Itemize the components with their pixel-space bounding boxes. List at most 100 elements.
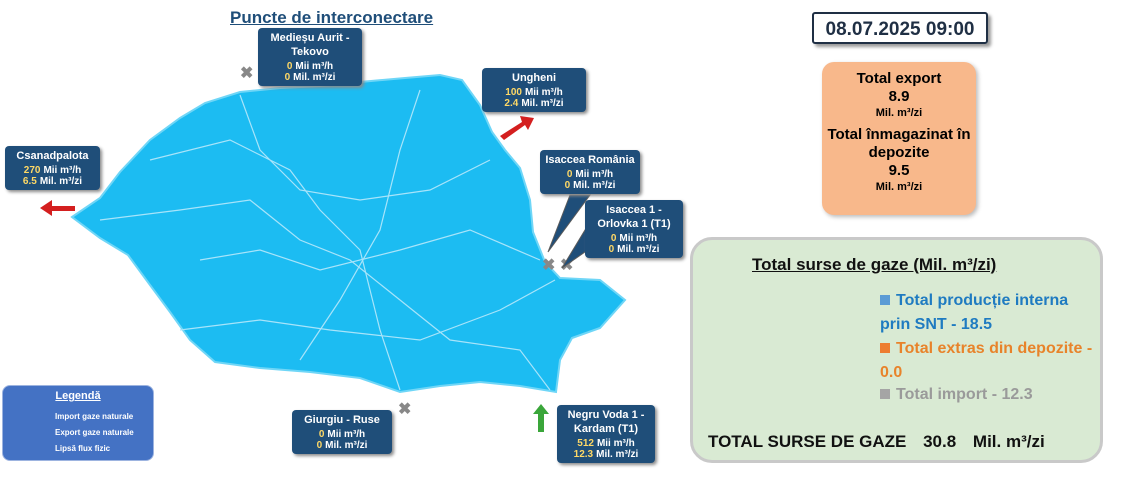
- point-flow: 0 Mii m³/h: [589, 233, 679, 244]
- legend-swatch: [880, 343, 890, 353]
- svg-text:✖: ✖: [398, 401, 411, 418]
- import-arrow: [533, 404, 549, 432]
- legend-title: Legendă: [55, 390, 101, 402]
- point-volume: 0 Mil. m³/zi: [262, 72, 358, 83]
- point-name: Csanadpalota: [16, 150, 89, 162]
- volume-value: 0: [316, 440, 323, 451]
- legend-item: Lipsă flux fizic: [55, 444, 111, 453]
- flow-unit: Mii m³/h: [327, 429, 366, 440]
- chart-title: Total surse de gaze (Mil. m³/zi): [752, 255, 997, 274]
- volume-unit: Mil. m³/zi: [521, 98, 564, 109]
- legend-item: Export gaze naturale: [55, 428, 134, 437]
- volume-unit: Mil. m³/zi: [293, 72, 336, 83]
- flow-unit: Mii m³/h: [295, 61, 334, 72]
- legend-separator: -: [951, 316, 957, 333]
- volume-unit: Mil. m³/zi: [39, 176, 83, 187]
- flow-unit: Mii m³/h: [43, 165, 82, 176]
- point-name: Medieșu Aurit - Tekovo: [270, 32, 350, 58]
- point-box: Negru Voda 1 - Kardam (T1) 512 Mii m³/h 12.…: [557, 405, 655, 463]
- point-name: Isaccea România: [545, 154, 635, 166]
- no-flow-icons: ✖ ✖ ✖ ✖: [240, 65, 573, 418]
- legend-label: Total import: [896, 386, 988, 403]
- point-flow: 270 Mii m³/h: [9, 165, 96, 176]
- point-name: Negru Voda 1 - Kardam (T1): [567, 409, 645, 435]
- volume-unit: Mil. m³/zi: [573, 180, 616, 191]
- volume-value: 0: [284, 72, 291, 83]
- data-label: 18.5: [960, 316, 993, 333]
- volume-value: 0: [608, 244, 615, 255]
- flow-unit: Mii m³/h: [524, 87, 563, 98]
- total-unit: Mil. m³/zi: [972, 432, 1045, 451]
- point-box: Ungheni 100 Mii m³/h 2.4 Mil. m³/zi: [482, 68, 586, 112]
- legend-separator: -: [1086, 340, 1093, 357]
- volume-unit: Mil. m³/zi: [596, 449, 639, 460]
- flow-unit: Mii m³/h: [619, 233, 658, 244]
- point-flow: 0 Mii m³/h: [262, 61, 358, 72]
- total-label: TOTAL SURSE DE GAZE: [708, 432, 907, 451]
- volume-unit: Mil. m³/zi: [617, 244, 660, 255]
- point-box: Isaccea România 0 Mii m³/h 0 Mil. m³/zi: [540, 150, 640, 194]
- legend-box: Legendă Import gaze naturale Export gaze…: [2, 385, 154, 461]
- total-value: 30.8: [923, 432, 957, 451]
- storage-label: Total înmagazinat în depozite: [827, 126, 971, 161]
- legend-label: Total producție interna prin SNT: [880, 292, 1069, 333]
- point-flow: 100 Mii m³/h: [486, 87, 582, 98]
- point-volume: 0 Mil. m³/zi: [544, 180, 636, 191]
- volume-unit: Mil. m³/zi: [325, 440, 368, 451]
- sources-panel: [690, 237, 1103, 463]
- pipeline-network: [99, 89, 556, 391]
- legend-separator: -: [991, 386, 998, 403]
- point-box: Csanadpalota 270 Mii m³/h 6.5 Mil. m³/zi: [5, 146, 100, 190]
- point-volume: 0 Mil. m³/zi: [589, 244, 679, 255]
- point-flow: 512 Mii m³/h: [561, 438, 651, 449]
- point-flow: 0 Mii m³/h: [544, 169, 636, 180]
- export-value: 8.9: [888, 88, 910, 105]
- totals-box: Total export 8.9 Mil. m³/zi Total înmaga…: [822, 62, 976, 215]
- point-volume: 0 Mil. m³/zi: [296, 440, 388, 451]
- title: Puncte de interconectare: [230, 8, 434, 27]
- point-box: Medieșu Aurit - Tekovo 0 Mii m³/h 0 Mil. m³/…: [258, 28, 362, 86]
- volume-value: 2.4: [504, 98, 519, 109]
- legend-label: Total extras din depozite: [896, 340, 1083, 357]
- svg-text:✖: ✖: [240, 65, 253, 82]
- date: 08.07.2025 09:00: [812, 12, 988, 44]
- flow-value: 0: [318, 429, 325, 440]
- country-shape: [70, 73, 627, 394]
- point-box: Giurgiu - Ruse 0 Mii m³/h 0 Mil. m³/zi: [292, 410, 392, 454]
- legend-swatch: [880, 295, 890, 305]
- svg-text:✖: ✖: [542, 257, 555, 274]
- legend-entry: Total producție interna prin SNT - 18.5: [880, 289, 1095, 337]
- flow-value: 0: [610, 233, 617, 244]
- total-sources: TOTAL SURSE DE GAZE 30.8 Mil. m³/zi: [708, 432, 1057, 452]
- point-name: Ungheni: [512, 72, 556, 84]
- data-label: 12.3: [1001, 386, 1033, 403]
- flow-value: 0: [286, 61, 293, 72]
- point-name: Isaccea 1 - Orlovka 1 (T1): [597, 204, 671, 230]
- data-label: 0.0: [880, 364, 903, 381]
- export-unit: Mil. m³/zi: [875, 107, 923, 119]
- legend-entry: Total extras din depozite - 0.0: [880, 337, 1095, 385]
- export-label: Total export: [856, 70, 942, 87]
- storage-unit: Mil. m³/zi: [875, 181, 923, 193]
- flow-value: 100: [505, 87, 522, 98]
- legend-item: Import gaze naturale: [55, 412, 134, 421]
- point-name: Giurgiu - Ruse: [304, 414, 380, 426]
- volume-value: 12.3: [573, 449, 594, 460]
- volume-value: 6.5: [22, 176, 37, 187]
- point-volume: 12.3 Mil. m³/zi: [561, 449, 651, 460]
- point-volume: 2.4 Mil. m³/zi: [486, 98, 582, 109]
- point-flow: 0 Mii m³/h: [296, 429, 388, 440]
- storage-value: 9.5: [888, 162, 910, 179]
- point-box: Isaccea 1 - Orlovka 1 (T1) 0 Mii m³/h 0 Mil.…: [585, 200, 683, 258]
- flow-value: 0: [566, 169, 573, 180]
- flow-value: 512: [577, 438, 594, 449]
- legend-entry: Total import - 12.3: [880, 383, 1095, 407]
- export-arrow: [40, 116, 534, 216]
- flow-unit: Mii m³/h: [575, 169, 614, 180]
- flow-unit: Mii m³/h: [596, 438, 635, 449]
- point-volume: 6.5 Mil. m³/zi: [9, 176, 96, 187]
- flow-value: 270: [23, 165, 41, 176]
- legend-swatch: [880, 389, 890, 399]
- volume-value: 0: [564, 180, 571, 191]
